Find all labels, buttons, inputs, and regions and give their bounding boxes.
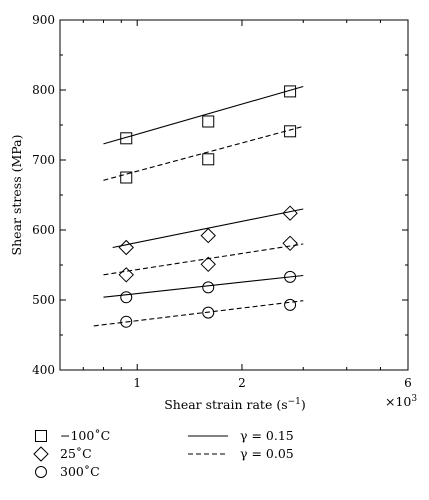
- plot-frame: [59, 19, 409, 371]
- data-point-s5-p2: [202, 281, 215, 294]
- legend-marker-diamond: [33, 446, 49, 462]
- y-tick-label: 800: [32, 83, 55, 97]
- legend-marker-square: [35, 430, 47, 442]
- data-point-s2-p3: [284, 125, 297, 138]
- data-point-s2-p1: [120, 171, 133, 184]
- data-point-s3-p1: [118, 239, 134, 256]
- data-point-s5-p1: [120, 291, 133, 304]
- x-multiplier-base: ×10: [385, 394, 411, 409]
- fit-line-1: [103, 85, 304, 145]
- legend-label-square: −100˚C: [60, 428, 110, 443]
- x-axis-label-main: Shear strain rate (s: [164, 397, 287, 412]
- legend-marker-circle: [35, 466, 47, 478]
- data-point-s5-p3: [284, 270, 297, 283]
- y-tick-label: 900: [32, 13, 55, 27]
- data-point-s1-p3: [284, 85, 297, 98]
- y-axis-label: Shear stress (MPa): [9, 135, 24, 256]
- data-point-s3-p2: [200, 227, 216, 244]
- x-tick-label: 2: [238, 376, 246, 390]
- data-points: [118, 85, 298, 328]
- x-tick-label: 1: [133, 376, 141, 390]
- y-axis-ticks: 400 500 600 700 800 900: [32, 13, 408, 377]
- x-axis-label-end: ): [301, 397, 306, 412]
- data-point-s6-p2: [202, 306, 215, 319]
- data-point-s3-p3: [282, 205, 298, 221]
- data-point-s6-p3: [284, 298, 297, 311]
- x-axis-label: Shear strain rate (s−1): [164, 397, 306, 412]
- fit-line-5: [103, 274, 304, 298]
- data-point-s2-p2: [202, 153, 215, 166]
- y-tick-label: 600: [32, 223, 55, 237]
- fit-line-4: [103, 243, 304, 276]
- x-multiplier-exp: 3: [411, 394, 417, 404]
- legend-label-circle: 300˚C: [60, 464, 100, 479]
- data-point-s4-p1: [118, 267, 134, 283]
- fit-lines: [93, 85, 304, 327]
- fit-line-2: [103, 125, 304, 181]
- legend-label-dashed: γ = 0.05: [240, 446, 294, 461]
- y-tick-label: 500: [32, 293, 55, 307]
- data-point-s1-p2: [202, 115, 215, 128]
- data-point-s6-p1: [120, 315, 133, 328]
- data-point-s1-p1: [120, 132, 133, 145]
- y-tick-label: 700: [32, 153, 55, 167]
- y-tick-label: 400: [32, 363, 55, 377]
- x-axis-label-sup: −1: [288, 397, 301, 407]
- data-point-s4-p2: [200, 256, 216, 273]
- x-tick-label: 6: [404, 376, 412, 390]
- fit-line-6: [93, 300, 304, 327]
- legend: −100˚C 25˚C 300˚C γ = 0.15 γ = 0.05: [33, 428, 294, 479]
- x-axis-ticks: 1 2 6: [82, 20, 412, 390]
- legend-label-diamond: 25˚C: [60, 446, 92, 461]
- data-point-s4-p3: [282, 235, 298, 252]
- legend-label-solid: γ = 0.15: [240, 428, 294, 443]
- x-axis-multiplier: ×103: [385, 394, 417, 409]
